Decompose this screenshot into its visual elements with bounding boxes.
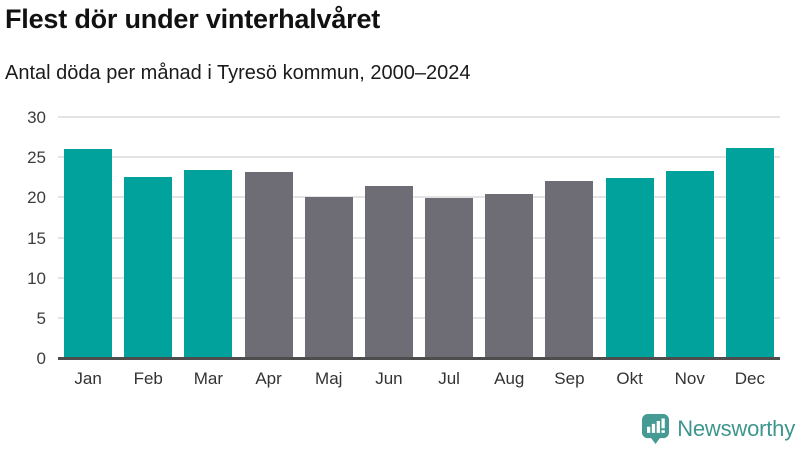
x-axis-tick-nov: Nov xyxy=(674,369,705,388)
x-axis-line xyxy=(58,357,780,360)
gridline-y-15 xyxy=(58,236,780,239)
x-axis-tick-maj: Maj xyxy=(315,369,343,388)
gridline-y-5 xyxy=(58,316,780,319)
bar-okt xyxy=(605,178,654,358)
x-axis-tick-okt: Okt xyxy=(616,369,643,388)
chart-subtitle: Antal döda per månad i Tyresö kommun, 20… xyxy=(5,62,471,84)
x-axis-tick-mar: Mar xyxy=(193,369,224,388)
y-axis-tick-5: 5 xyxy=(36,308,46,328)
x-axis-tick-jun: Jun xyxy=(375,369,403,388)
bar-maj xyxy=(304,196,353,358)
bar-nov xyxy=(665,170,714,358)
newsworthy-bubble-chart-icon xyxy=(641,413,670,445)
y-axis-tick-15: 15 xyxy=(27,228,46,248)
x-axis-tick-dec: Dec xyxy=(734,369,766,388)
gridline-y-25 xyxy=(58,156,780,159)
brand-logo: Newsworthy xyxy=(641,413,795,445)
brand-name: Newsworthy xyxy=(677,416,795,441)
bar-aug xyxy=(485,194,534,358)
bar-sep xyxy=(545,181,594,358)
y-axis-tick-25: 25 xyxy=(27,148,46,168)
y-axis-tick-10: 10 xyxy=(27,268,46,288)
x-axis-tick-sep: Sep xyxy=(554,369,585,388)
x-axis-tick-apr: Apr xyxy=(255,369,282,388)
bar-feb xyxy=(124,177,173,358)
y-axis-tick-20: 20 xyxy=(27,188,46,208)
gridline-y-10 xyxy=(58,276,780,279)
x-axis-tick-jan: Jan xyxy=(74,369,102,388)
chart-title: Flest dör under vinterhalvåret xyxy=(5,4,381,34)
bar-jun xyxy=(364,186,413,358)
x-axis-tick-feb: Feb xyxy=(133,369,163,388)
gridline-y-30 xyxy=(58,116,780,118)
gridline-y-20 xyxy=(58,196,780,199)
bar-apr xyxy=(244,172,293,358)
x-axis-tick-jul: Jul xyxy=(438,369,460,388)
bar-jan xyxy=(64,149,113,358)
bar-dec xyxy=(725,147,774,358)
y-axis-tick-0: 0 xyxy=(36,349,46,368)
x-axis-tick-aug: Aug xyxy=(494,369,525,388)
bar-jul xyxy=(425,198,474,358)
y-axis-tick-30: 30 xyxy=(27,108,46,127)
bar-mar xyxy=(184,170,233,358)
